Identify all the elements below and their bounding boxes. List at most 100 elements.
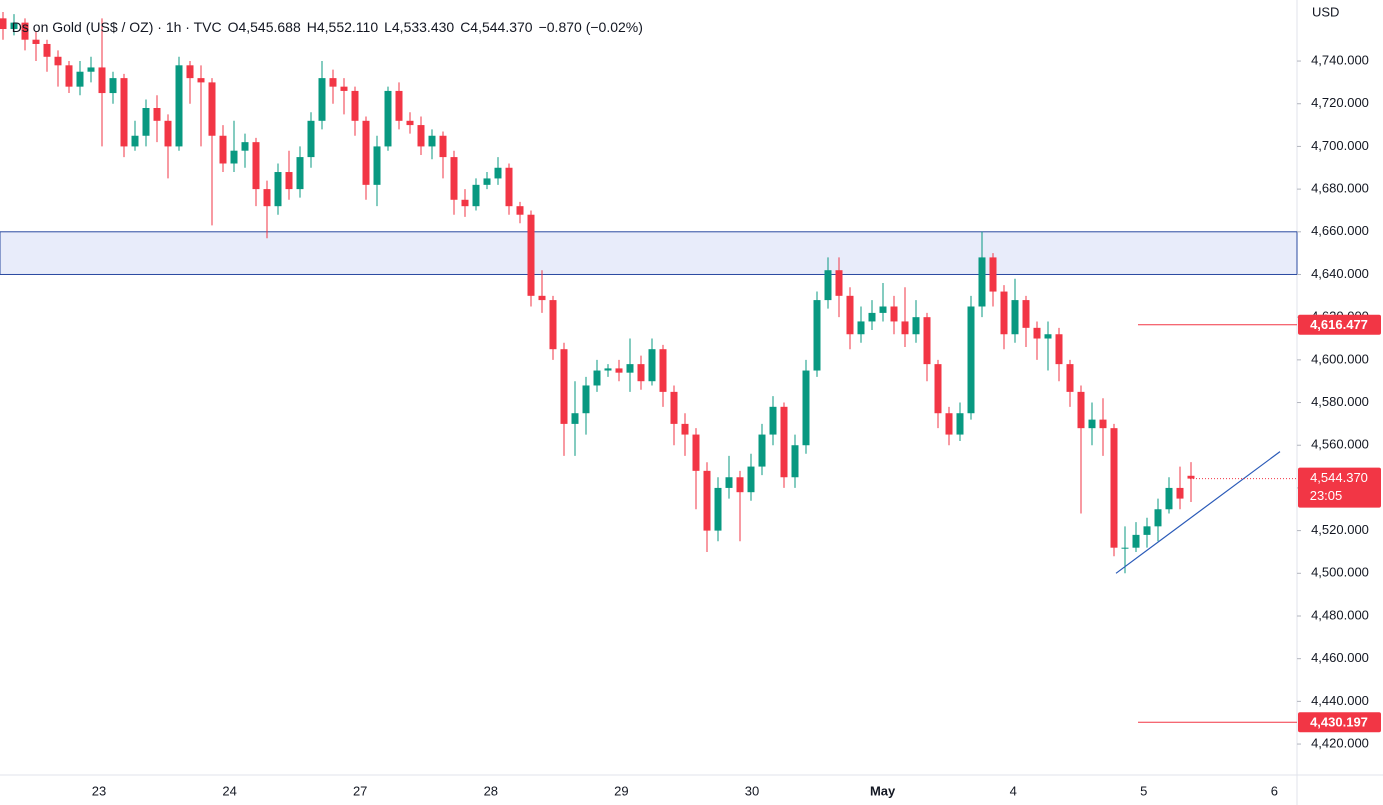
candle-body [208, 82, 216, 136]
candle-body [43, 43, 51, 57]
zone [0, 231, 1298, 275]
candle-body [747, 466, 755, 493]
candle-body [384, 90, 392, 147]
candle-body [10, 22, 18, 30]
candle-body [912, 317, 920, 335]
price-label-box [1298, 314, 1381, 335]
candle-body [494, 167, 502, 179]
candle-body [274, 172, 282, 207]
candle-body [65, 65, 73, 87]
candle-body [296, 157, 304, 190]
candle-body [560, 349, 568, 424]
candle-body [659, 349, 667, 392]
candle-body [791, 445, 799, 478]
candle-body [230, 150, 238, 164]
candle-body [978, 257, 986, 307]
x-tick-label: 4 [1010, 783, 1017, 798]
candle-body [417, 125, 425, 147]
candle-body [428, 135, 436, 147]
candle-body [0, 18, 7, 30]
candle-body [857, 321, 865, 335]
candle-body [54, 56, 62, 66]
candle-body [1077, 391, 1085, 429]
candle-body [351, 90, 359, 121]
candle-body [879, 306, 887, 313]
candle-body [648, 349, 656, 382]
y-tick-label: 4,520.000 [1311, 522, 1369, 537]
candle-body [1143, 526, 1151, 535]
price-label: 4,430.197 [1310, 715, 1368, 730]
price-label: 4,616.477 [1310, 317, 1368, 332]
candle-body [153, 108, 161, 121]
price-label-box [1298, 712, 1381, 733]
y-tick-label: 4,700.000 [1311, 138, 1369, 153]
candle-body [362, 120, 370, 185]
x-tick-label: May [870, 783, 896, 798]
change: −0.870 (−0.02%) [538, 19, 643, 35]
high: H4,552.110 [306, 19, 379, 35]
x-tick-label: 5 [1140, 783, 1147, 798]
candle-body [736, 477, 744, 493]
candle-body [703, 470, 711, 531]
candle-body [1044, 334, 1052, 339]
candle-body [846, 295, 854, 335]
candle-body [934, 364, 942, 414]
candle-body [945, 413, 953, 435]
candle-body [1055, 334, 1063, 365]
candle-body [868, 312, 876, 322]
y-tick-label: 4,500.000 [1311, 565, 1369, 580]
candle-body [505, 167, 513, 207]
candle-body [1187, 475, 1195, 479]
candle-body [967, 306, 975, 414]
candle-body [21, 22, 29, 40]
candle-body [780, 406, 788, 478]
x-tick-label: 6 [1271, 783, 1278, 798]
open: O4,545.688 [227, 19, 301, 35]
candle-body [76, 71, 84, 87]
close: C4,544.370 [460, 19, 533, 35]
candle-body [1033, 327, 1041, 339]
candle-body [714, 487, 722, 531]
candle-body [142, 108, 150, 136]
y-tick-label: 4,420.000 [1311, 735, 1369, 750]
candle-body [329, 78, 337, 87]
candle-body [615, 368, 623, 373]
candle-body [527, 214, 535, 296]
candle-body [1099, 419, 1107, 429]
candle-body [439, 135, 447, 158]
y-tick-label: 4,440.000 [1311, 693, 1369, 708]
candle-body [824, 270, 832, 301]
candle-body [1165, 487, 1173, 510]
candle-body [1110, 428, 1118, 548]
candle-body [318, 78, 326, 121]
candle-body [120, 78, 128, 147]
last-price-label: 4,544.370 [1310, 470, 1368, 485]
y-tick-label: 4,680.000 [1311, 181, 1369, 196]
candle-body [461, 199, 469, 207]
candle-body [285, 172, 293, 190]
y-tick-label: 4,480.000 [1311, 607, 1369, 622]
y-tick-label: 4,600.000 [1311, 351, 1369, 366]
candle-body [373, 146, 381, 185]
candle-body [1066, 364, 1074, 392]
low: L4,533.430 [384, 19, 455, 35]
y-tick-label: 4,460.000 [1311, 650, 1369, 665]
legend: Ds on Gold (US$ / OZ) · 1h · TVC O4,545.6… [4, 3, 649, 35]
y-tick-label: 4,560.000 [1311, 437, 1369, 452]
candle-body [516, 206, 524, 215]
candle-body [802, 370, 810, 446]
currency: USD [1312, 4, 1339, 19]
candle-body [923, 317, 931, 365]
candle-body [263, 189, 271, 207]
x-tick-label: 24 [222, 783, 236, 798]
y-tick-label: 4,640.000 [1311, 266, 1369, 281]
candle-body [725, 477, 733, 488]
candle-body [98, 67, 106, 94]
candle-body [307, 120, 315, 158]
candle-body [692, 434, 700, 471]
candle-body [637, 364, 645, 382]
candle-body [1011, 300, 1019, 335]
candle-body [956, 413, 964, 435]
